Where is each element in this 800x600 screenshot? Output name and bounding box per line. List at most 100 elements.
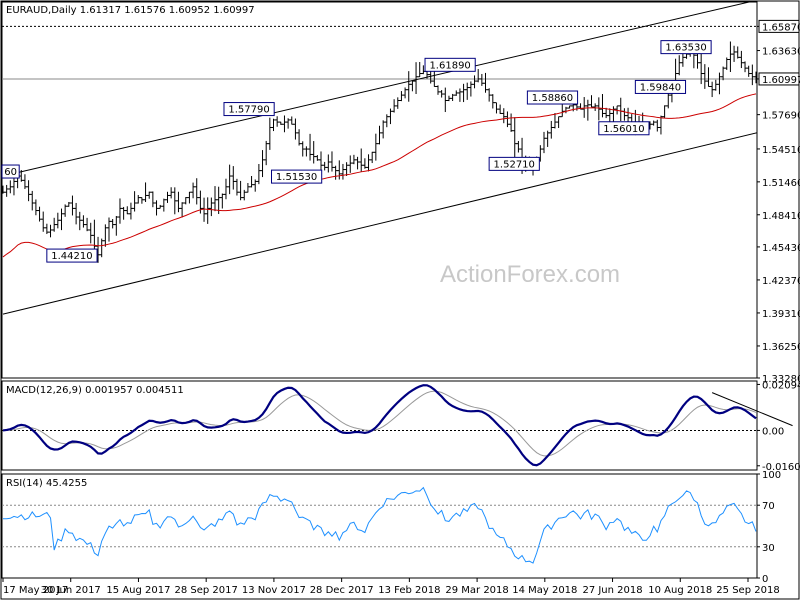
ohlc-bar	[552, 113, 557, 129]
ohlc-bar	[77, 211, 82, 231]
x-tick-label: 13 Feb 2018	[378, 585, 440, 596]
ohlc-bar	[37, 206, 42, 222]
ohlc-bar	[4, 184, 9, 197]
channel-line-upper	[2, 2, 752, 177]
x-tick-label: 29 Mar 2018	[445, 585, 508, 596]
ohlc-bar	[443, 87, 448, 113]
ohlc-bar	[121, 206, 126, 220]
ohlc-bar	[220, 193, 225, 209]
ohlc-bar	[337, 160, 342, 180]
ohlc-bar	[70, 195, 75, 216]
ohlc-bar	[99, 238, 104, 258]
ohlc-bar	[384, 114, 389, 128]
ohlc-bar	[128, 202, 133, 220]
x-tick-label: 28 Sep 2017	[174, 585, 237, 596]
rsi-title: RSI(14) 45.4255	[6, 478, 87, 489]
rsi-y-tick-label: 0	[762, 574, 768, 585]
rsi-line	[2, 486, 757, 564]
ohlc-bar	[322, 161, 327, 171]
price-annotation: 1.63530	[660, 40, 712, 55]
price-annotation-label: 1.63530	[665, 43, 706, 54]
ohlc-bar	[150, 191, 155, 208]
price-annotation: 1.51530	[271, 169, 323, 184]
x-tick-label: 28 Dec 2017	[310, 585, 374, 596]
ohlc-bar	[52, 217, 57, 232]
ohlc-bar	[300, 141, 305, 157]
ohlc-bar	[399, 91, 404, 102]
ohlc-bar	[457, 88, 462, 102]
price-annotation: 1.58860	[526, 90, 579, 105]
ohlc-bar	[267, 117, 272, 150]
y-tick-label: 1.48410	[762, 211, 800, 222]
macd-y-tick-label: 0.00	[762, 426, 784, 437]
ohlc-bar	[395, 97, 400, 109]
ohlc-bar	[242, 189, 247, 201]
ohlc-bar	[329, 151, 334, 172]
ohlc-bar	[593, 103, 598, 111]
ohlc-bar	[735, 46, 740, 59]
ohlc-bar	[549, 120, 554, 139]
ohlc-bar	[63, 204, 68, 217]
ohlc-bar	[132, 191, 137, 212]
ohlc-bar	[450, 93, 455, 101]
ohlc-bar	[125, 206, 130, 215]
ohlc-bar	[600, 94, 605, 118]
ohlc-bar	[677, 55, 682, 76]
ohlc-bar	[563, 106, 568, 114]
ohlc-bar	[154, 200, 159, 216]
chart-header: EURAUD,Daily 1.61317 1.61576 1.60952 1.6…	[6, 5, 255, 16]
x-tick-label: 15 Aug 2017	[106, 585, 170, 596]
y-tick-label: 1.65870	[762, 22, 800, 33]
ohlc-bar	[662, 105, 667, 119]
ohlc-bar	[183, 197, 188, 205]
ohlc-bar	[304, 146, 309, 157]
ohlc-bar	[180, 202, 185, 218]
ohlc-bar	[315, 155, 320, 161]
ohlc-bar	[509, 113, 514, 132]
moving-average-line	[2, 93, 757, 258]
ohlc-bar	[713, 79, 718, 91]
price-annotation-label: 1.51530	[276, 172, 317, 183]
ohlc-bar	[392, 99, 397, 113]
ohlc-bar	[147, 191, 152, 199]
y-tick-label: 1.57690	[762, 111, 800, 122]
y-tick-label: 1.39310	[762, 309, 800, 320]
ohlc-bar	[213, 186, 218, 212]
rsi-y-tick-label: 70	[762, 501, 775, 512]
watermark: ActionForex.com	[440, 261, 620, 288]
ohlc-bar	[44, 223, 49, 235]
x-tick-label: 10 Aug 2018	[648, 585, 712, 596]
ohlc-bar	[297, 129, 302, 146]
ohlc-bar	[403, 87, 408, 99]
ohlc-bar	[22, 174, 27, 190]
ohlc-bar	[59, 208, 64, 231]
price-annotation-label: 1.52710	[494, 159, 535, 170]
ohlc-bar	[74, 202, 79, 225]
macd-y-tick-label: -0.01608	[762, 462, 800, 473]
ohlc-bar	[253, 179, 258, 192]
ohlc-bar	[454, 90, 459, 96]
ohlc-bar	[161, 198, 166, 212]
y-tick-label: 1.42370	[762, 276, 800, 287]
ohlc-bar	[260, 150, 265, 178]
ohlc-bar	[414, 62, 419, 95]
ohlc-bar	[739, 50, 744, 69]
y-tick-label: 1.63630	[762, 47, 800, 58]
ohlc-bar	[249, 176, 254, 188]
price-annotation-label: 60	[4, 167, 17, 178]
y-tick-label: 1.51460	[762, 178, 800, 189]
ohlc-bar	[406, 71, 411, 102]
ohlc-bar	[176, 191, 181, 213]
ohlc-bar	[381, 120, 386, 139]
y-tick-label: 1.60997	[762, 75, 800, 86]
ohlc-bar	[245, 182, 250, 193]
ohlc-bar	[655, 119, 660, 132]
ohlc-bar	[289, 116, 294, 125]
ohlc-bar	[326, 154, 331, 173]
rsi-y-tick-label: 30	[762, 543, 775, 554]
ohlc-bar	[494, 102, 499, 114]
ohlc-bar	[362, 158, 367, 169]
ohlc-bar	[348, 155, 353, 173]
